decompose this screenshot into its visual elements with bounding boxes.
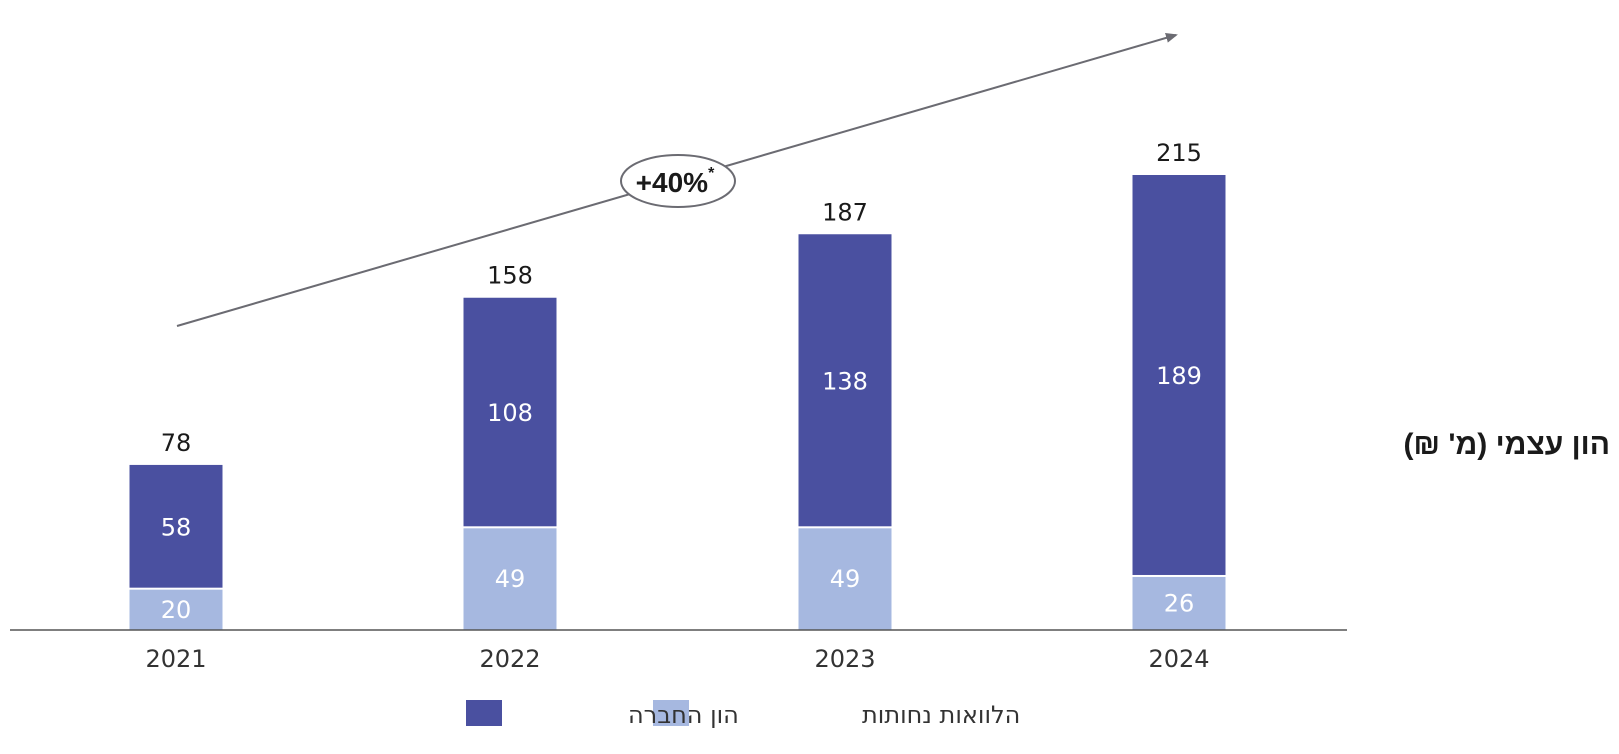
bar-total-label: 215	[1156, 139, 1202, 167]
x-tick-label: 2024	[1148, 645, 1209, 673]
bar-segment-company-equity-2023	[798, 234, 892, 527]
segment-value-label: 49	[495, 565, 526, 593]
growth-label: +40%*	[636, 165, 715, 198]
bar-total-label: 158	[487, 262, 533, 290]
legend: הלוואות נחותות הון החברה	[466, 700, 1020, 729]
legend-swatch	[653, 700, 689, 726]
bar-segment-company-equity-2021	[129, 464, 223, 588]
bar-total-label: 78	[161, 429, 192, 457]
x-tick-labels: 2021 2022 2023 2024	[145, 645, 1209, 673]
bar-segment-subordinated-loans-2023	[798, 528, 892, 630]
segment-value-label: 26	[1164, 589, 1195, 617]
segment-value-label: 58	[161, 513, 192, 541]
bar-segment-subordinated-loans-2024	[1132, 576, 1226, 630]
segment-value-label: 49	[830, 565, 861, 593]
legend-swatch	[466, 700, 502, 726]
bar-segment-company-equity-2024	[1132, 175, 1226, 575]
growth-badge	[620, 154, 736, 208]
segment-value-label: 20	[161, 596, 192, 624]
x-tick-label: 2022	[479, 645, 540, 673]
legend-label: הלוואות נחותות	[862, 701, 1020, 729]
legend-label: הון החברה	[628, 701, 739, 729]
bar-segment-company-equity-2022	[463, 297, 557, 527]
bar-total-label: 187	[822, 198, 868, 226]
bar-segment-subordinated-loans-2022	[463, 528, 557, 630]
bar-segment-subordinated-loans-2021	[129, 589, 223, 630]
segment-value-label: 189	[1156, 362, 1202, 390]
x-tick-label: 2021	[145, 645, 206, 673]
x-tick-label: 2023	[814, 645, 875, 673]
chart-title: הון עצמי (מ' ₪)	[1403, 428, 1610, 461]
segment-value-label: 108	[487, 399, 533, 427]
growth-footnote-mark: *	[708, 165, 715, 182]
segment-value-label: 138	[822, 367, 868, 395]
bars-group: 20 58 78 49 108 158 49 138 187 26 189 215	[129, 139, 1226, 630]
